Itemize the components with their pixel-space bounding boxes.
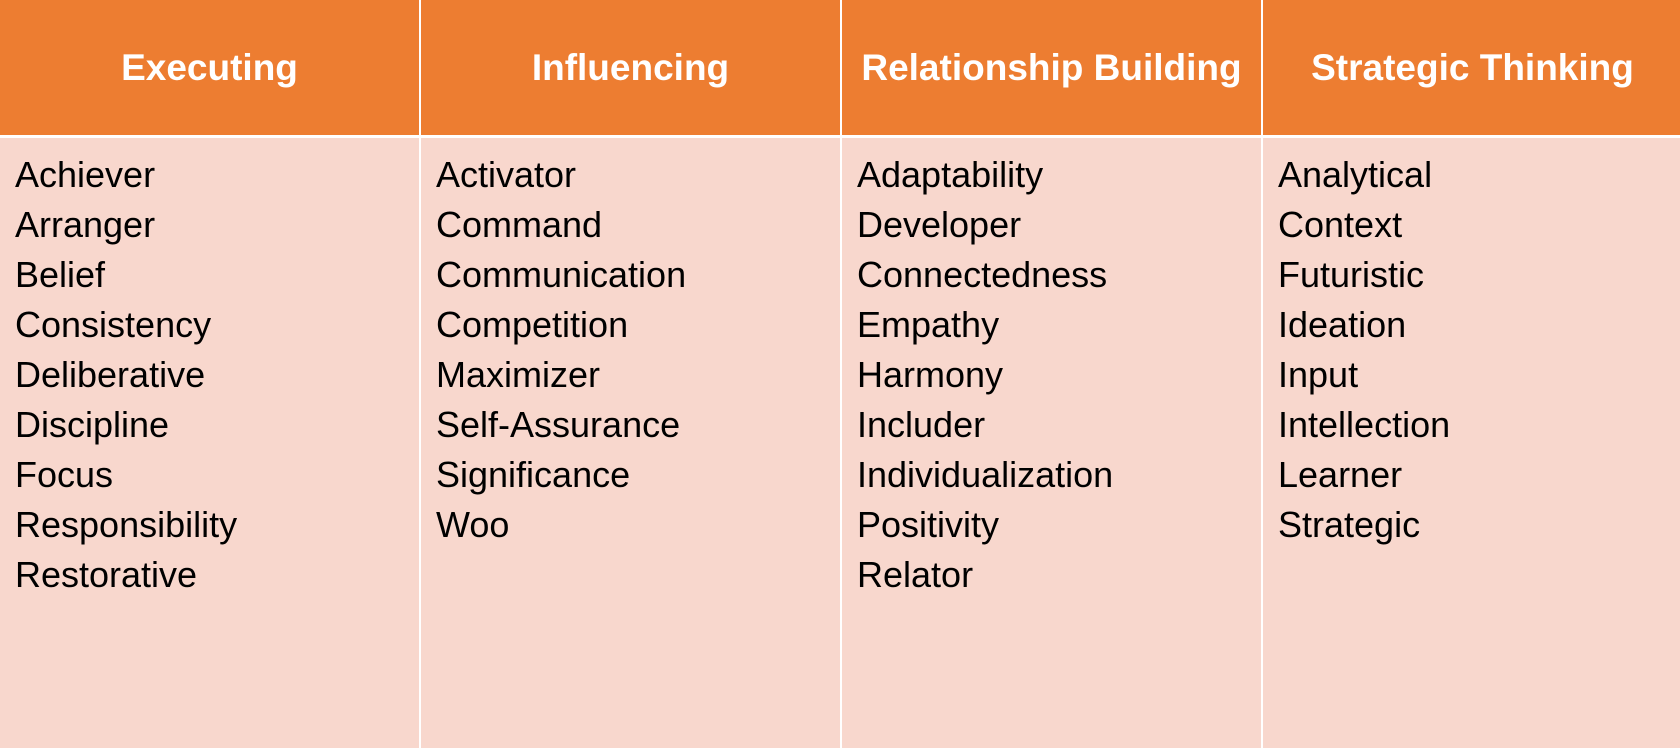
list-item: Self-Assurance	[436, 404, 681, 445]
list-item: Deliberative	[15, 354, 206, 395]
list-item: Belief	[15, 254, 106, 295]
list-item: Command	[436, 204, 603, 245]
column-body-executing: Achiever Arranger Belief Consistency Deliber…	[0, 138, 419, 748]
list-item: Discipline	[15, 404, 170, 445]
list-item: Activator	[436, 154, 577, 195]
column-header-executing: Executing	[0, 0, 419, 135]
column-header-relationship-building: Relationship Building	[842, 0, 1261, 135]
list-item: Context	[1278, 204, 1403, 245]
list-item: Connectedness	[857, 254, 1108, 295]
list-item: Positivity	[857, 504, 1000, 545]
list-item: Competition	[436, 304, 629, 345]
list-item: Woo	[436, 504, 510, 545]
list-item: Consistency	[15, 304, 212, 345]
list-item: Relator	[857, 554, 974, 595]
list-item: Individualization	[857, 454, 1114, 495]
list-item: Futuristic	[1278, 254, 1425, 295]
list-item: Adaptability	[857, 154, 1044, 195]
list-item: Restorative	[15, 554, 198, 595]
list-item: Developer	[857, 204, 1022, 245]
column-header-strategic-thinking: Strategic Thinking	[1263, 0, 1680, 135]
list-item: Maximizer	[436, 354, 601, 395]
column-body-influencing: Activator Command Communication Competition…	[421, 138, 840, 748]
list-item: Communication	[436, 254, 687, 295]
column-header-influencing: Influencing	[421, 0, 840, 135]
list-item: Achiever	[15, 154, 156, 195]
list-item: Empathy	[857, 304, 1000, 345]
list-item: Learner	[1278, 454, 1403, 495]
list-item: Harmony	[857, 354, 1004, 395]
column-body-relationship-building: Adaptability Developer Connectedness Empath…	[842, 138, 1261, 748]
list-item: Input	[1278, 354, 1359, 395]
column-body-strategic-thinking: Analytical Context Futuristic Ideation Input…	[1263, 138, 1680, 748]
list-item: Ideation	[1278, 304, 1407, 345]
list-item: Focus	[15, 454, 114, 495]
list-item: Arranger	[15, 204, 156, 245]
list-item: Includer	[857, 404, 986, 445]
list-item: Significance	[436, 454, 631, 495]
list-item: Analytical	[1278, 154, 1433, 195]
list-item: Intellection	[1278, 404, 1451, 445]
list-item: Strategic	[1278, 504, 1421, 545]
list-item: Responsibility	[15, 504, 238, 545]
